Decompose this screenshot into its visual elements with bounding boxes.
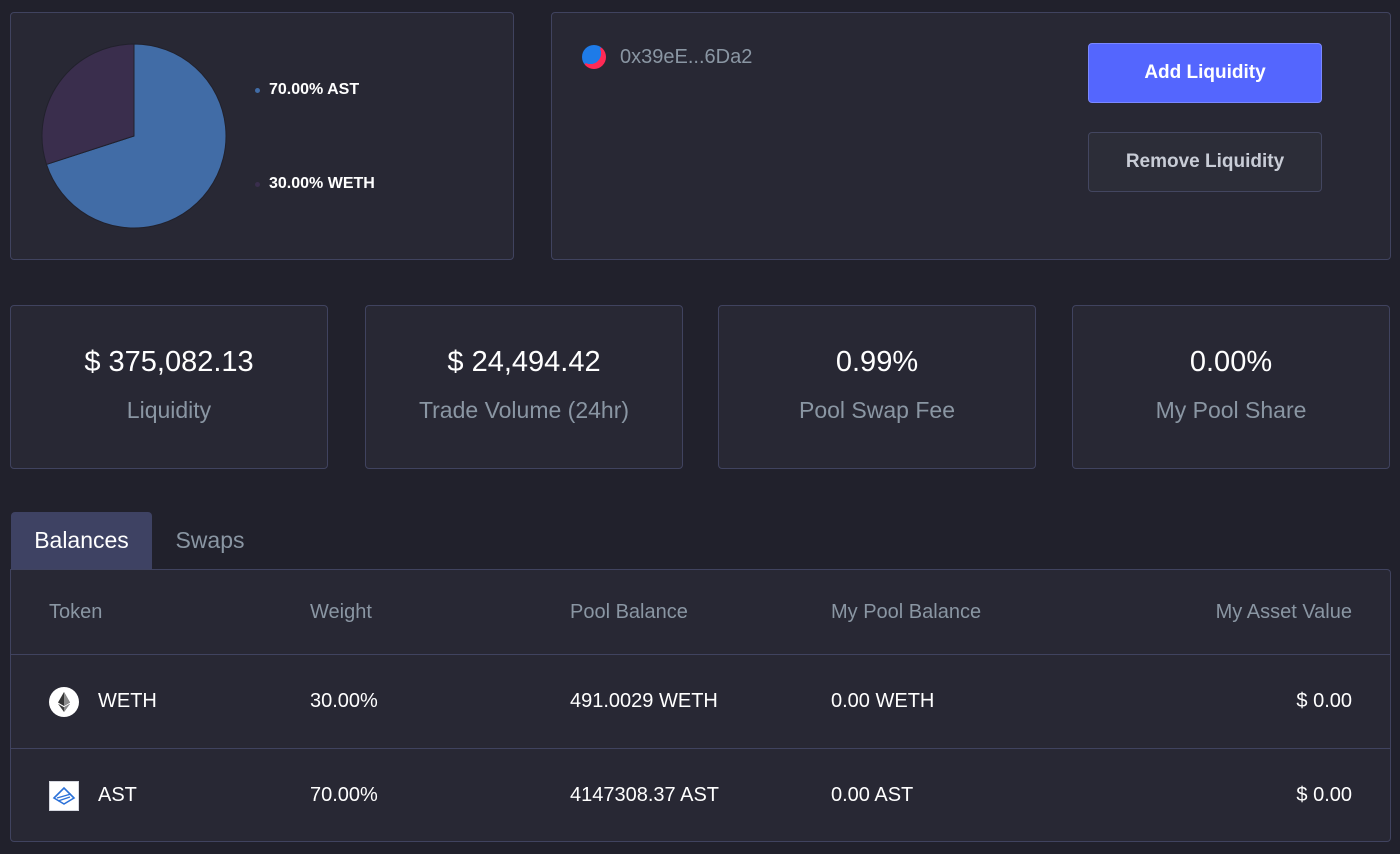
- pool-balance-cell: 491.0029 WETH: [570, 690, 718, 712]
- tab-balances[interactable]: Balances: [11, 512, 152, 569]
- legend-dot-icon: [255, 181, 260, 187]
- stat-label: Pool Swap Fee: [799, 397, 955, 423]
- table-header-row: Token Weight Pool Balance My Pool Balanc…: [11, 570, 1390, 655]
- add-liquidity-button[interactable]: Add Liquidity: [1088, 43, 1322, 103]
- stat-card-swap-fee: 0.99% Pool Swap Fee: [718, 305, 1036, 469]
- header-pool-balance: Pool Balance: [570, 600, 688, 623]
- token-name: AST: [98, 784, 137, 806]
- my-pool-balance-cell: 0.00 AST: [831, 784, 914, 806]
- stat-card-liquidity: $ 375,082.13 Liquidity: [10, 305, 328, 469]
- stat-value: $ 24,494.42: [447, 346, 601, 378]
- legend-dot-icon: [255, 87, 260, 93]
- header-my-pool-balance: My Pool Balance: [831, 600, 982, 623]
- remove-liquidity-button[interactable]: Remove Liquidity: [1088, 132, 1322, 192]
- stat-value: $ 375,082.13: [84, 346, 254, 378]
- header-weight: Weight: [310, 600, 372, 623]
- my-asset-value-cell: $ 0.00: [1296, 784, 1352, 806]
- balances-table: Token Weight Pool Balance My Pool Balanc…: [10, 569, 1391, 842]
- legend-item-weth: 30.00% WETH: [255, 175, 375, 193]
- my-asset-value-cell: $ 0.00: [1296, 690, 1352, 712]
- pie-slice-ast: [45, 43, 227, 229]
- table-row: AST 70.00% 4147308.37 AST 0.00 AST $ 0.0…: [11, 749, 1390, 842]
- legend-label: 30.00% WETH: [269, 175, 375, 192]
- tab-swaps[interactable]: Swaps: [175, 527, 245, 553]
- pool-composition-panel: 70.00% AST 30.00% WETH: [10, 12, 514, 260]
- header-token: Token: [49, 600, 103, 623]
- stat-label: My Pool Share: [1155, 397, 1307, 423]
- legend-label: 70.00% AST: [269, 81, 360, 98]
- header-my-asset-value: My Asset Value: [1215, 600, 1352, 623]
- weight-cell: 70.00%: [310, 784, 378, 806]
- stat-card-trade-volume: $ 24,494.42 Trade Volume (24hr): [365, 305, 683, 469]
- stat-card-pool-share: 0.00% My Pool Share: [1072, 305, 1390, 469]
- address-avatar-icon: [582, 45, 606, 69]
- token-cell: AST: [49, 749, 137, 842]
- token-cell: WETH: [49, 655, 157, 748]
- stat-value: 0.99%: [835, 346, 919, 378]
- pool-address[interactable]: 0x39eE...6Da2: [582, 45, 752, 69]
- stat-value: 0.00%: [1189, 346, 1273, 378]
- weight-cell: 30.00%: [310, 690, 378, 712]
- pool-balance-cell: 4147308.37 AST: [570, 784, 720, 806]
- my-pool-balance-cell: 0.00 WETH: [831, 690, 935, 712]
- pool-composition-pie-chart: [41, 43, 227, 229]
- pool-address-text: 0x39eE...6Da2: [620, 45, 753, 68]
- airswap-icon: [49, 780, 79, 811]
- legend-item-ast: 70.00% AST: [255, 81, 359, 99]
- ethereum-icon: [49, 686, 79, 717]
- token-name: WETH: [98, 690, 157, 712]
- stat-label: Trade Volume (24hr): [418, 397, 630, 423]
- table-row: WETH 30.00% 491.0029 WETH 0.00 WETH $ 0.…: [11, 655, 1390, 749]
- pie-slice-weth: [41, 43, 135, 166]
- pool-actions-panel: 0x39eE...6Da2 Add Liquidity Remove Liqui…: [551, 12, 1391, 260]
- stat-label: Liquidity: [126, 397, 212, 423]
